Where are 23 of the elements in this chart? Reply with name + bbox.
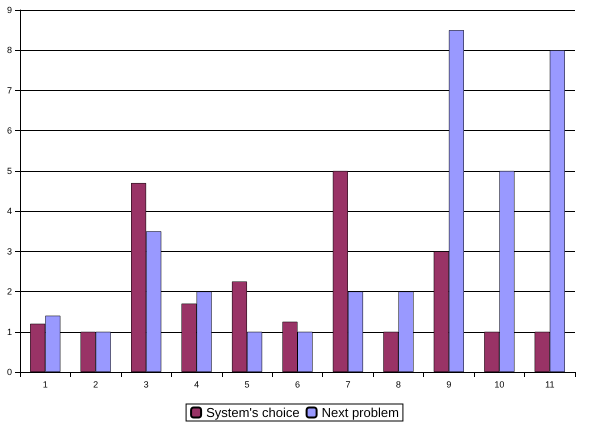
x-tick-label: 7 bbox=[345, 380, 350, 390]
x-tick-label: 5 bbox=[244, 380, 250, 390]
legend-label: System's choice bbox=[206, 405, 300, 420]
x-tick-label: 10 bbox=[494, 380, 504, 390]
y-tick-label: 2 bbox=[6, 286, 12, 297]
legend-label: Next problem bbox=[322, 405, 399, 420]
y-tick-label: 1 bbox=[6, 326, 12, 337]
x-tick-label: 11 bbox=[545, 380, 554, 390]
x-tick-label: 3 bbox=[144, 380, 149, 390]
y-tick-label: 0 bbox=[6, 367, 12, 377]
x-tick-label: 4 bbox=[194, 380, 200, 390]
x-tick-label: 9 bbox=[446, 380, 452, 390]
y-tick-label: 4 bbox=[6, 206, 12, 216]
y-tick-label: 7 bbox=[6, 85, 12, 96]
y-tick-label: 3 bbox=[6, 246, 12, 256]
y-tick-label: 9 bbox=[6, 5, 12, 15]
y-tick-label: 5 bbox=[6, 166, 12, 176]
x-tick-label: 8 bbox=[396, 380, 401, 390]
x-tick-label: 2 bbox=[93, 380, 98, 390]
y-tick-label: 8 bbox=[6, 45, 12, 56]
x-tick-label: 6 bbox=[294, 380, 300, 390]
y-tick-label: 6 bbox=[6, 126, 12, 136]
x-tick-label: 1 bbox=[42, 380, 48, 390]
